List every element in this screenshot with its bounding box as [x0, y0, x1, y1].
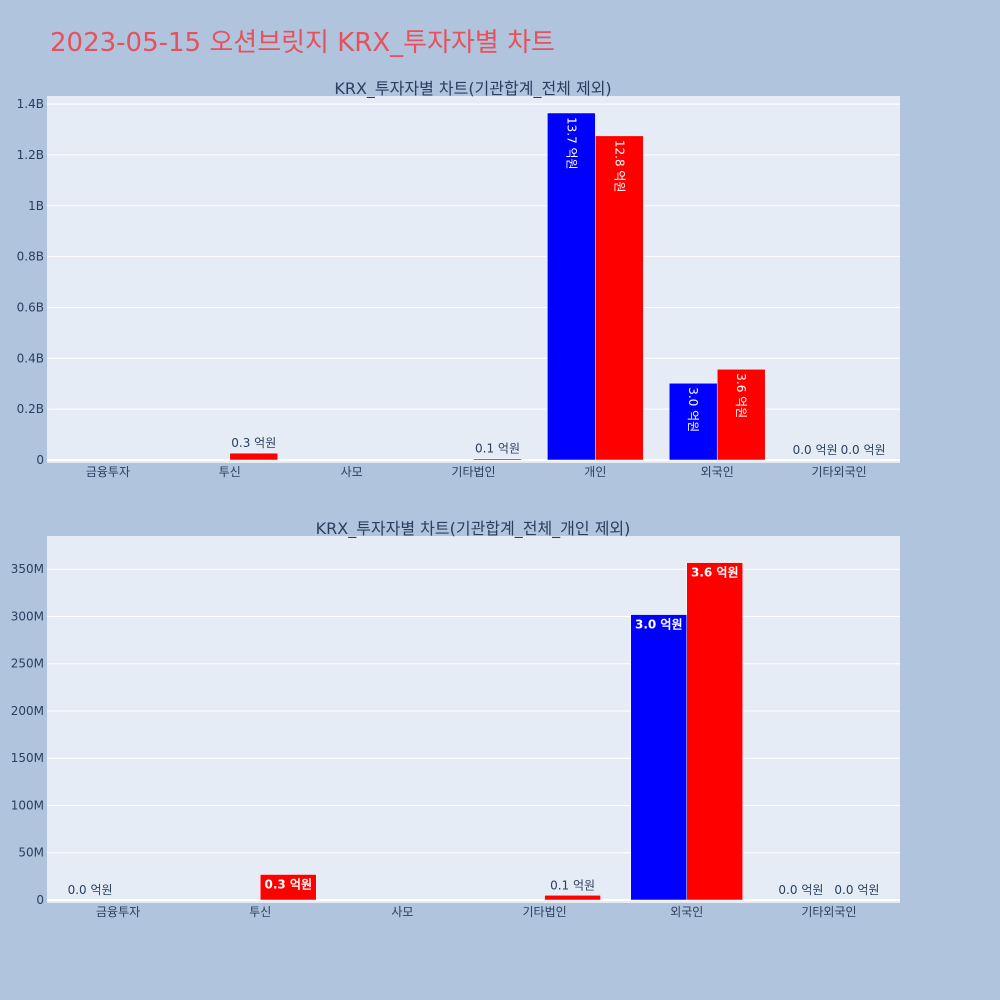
x-tick-label: 사모	[391, 905, 413, 919]
bar-value-label: 0.0 억원	[841, 443, 886, 457]
bar-value-label: 12.8 억원	[612, 140, 626, 193]
bar-value-label: 3.6 억원	[734, 373, 748, 418]
bar-value-label: 3.0 억원	[686, 387, 700, 432]
bar-value-label: 13.7 억원	[564, 117, 578, 170]
bar-value-label: 0.1 억원	[550, 878, 595, 892]
bar-red	[260, 874, 317, 901]
chart-title: KRX_투자자별 차트(기관합계_전체_개인 제외)	[316, 519, 631, 539]
page-title: 2023-05-15 오션브릿지 KRX_투자자별 차트	[50, 28, 555, 58]
y-tick-label: 1.4B	[17, 97, 44, 111]
bar-value-label: 0.3 억원	[264, 877, 312, 891]
bar-red	[716, 368, 766, 461]
plot-area	[47, 96, 900, 463]
bar-red	[229, 452, 279, 461]
bar-value-label: 0.1 억원	[475, 442, 520, 456]
plot-area	[47, 536, 900, 903]
y-tick-label: 0	[36, 453, 44, 467]
x-tick-label: 금융투자	[86, 465, 130, 479]
bar-red	[473, 458, 522, 461]
bar-value-label: 0.3 억원	[231, 436, 276, 450]
x-tick-label: 사모	[341, 465, 363, 479]
y-tick-label: 0	[36, 893, 44, 907]
y-tick-label: 350M	[11, 562, 44, 576]
x-tick-label: 외국인	[670, 905, 703, 919]
x-tick-label: 금융투자	[96, 905, 140, 919]
y-tick-label: 200M	[11, 704, 44, 718]
chart-institutional-individual-excluded: KRX_투자자별 차트(기관합계_전체_개인 제외) 0 50M 100M 150M 2…	[11, 519, 900, 919]
y-tick-label: 0.6B	[17, 300, 44, 314]
chart-title: KRX_투자자별 차트(기관합계_전체 제외)	[334, 79, 611, 99]
x-tick-label: 개인	[584, 465, 606, 479]
y-tick-label: 1.2B	[17, 148, 44, 162]
bar-value-label: 0.0 억원	[778, 883, 823, 897]
x-tick-label: 기타법인	[522, 905, 566, 919]
x-tick-label: 기타외국인	[801, 905, 856, 919]
x-tick-label: 투신	[219, 465, 241, 479]
bar-value-label: 0.0 억원	[834, 883, 879, 897]
bar-blue	[630, 614, 687, 901]
bar-red	[686, 562, 743, 901]
bar-value-label: 0.0 억원	[68, 883, 113, 897]
y-tick-label: 0.8B	[17, 250, 44, 264]
chart-institutional-excluded: KRX_투자자별 차트(기관합계_전체 제외) 0 0.2B 0.4B 0.6B 0.8…	[17, 79, 900, 479]
y-tick-label: 1B	[28, 199, 44, 213]
bar-red	[595, 135, 644, 461]
y-tick-label: 100M	[11, 798, 44, 812]
x-tick-label: 투신	[249, 905, 271, 919]
y-tick-label: 150M	[11, 751, 44, 765]
bar-red	[544, 895, 601, 901]
bar-value-label: 3.6 억원	[691, 566, 739, 580]
y-tick-label: 300M	[11, 609, 44, 623]
y-tick-label: 50M	[18, 846, 44, 860]
y-tick-label: 0.2B	[17, 402, 44, 416]
y-tick-label: 0.4B	[17, 351, 44, 365]
bar-blue	[668, 382, 718, 461]
x-tick-label: 기타외국인	[811, 465, 866, 479]
bar-blue	[547, 112, 596, 461]
x-tick-label: 외국인	[701, 465, 734, 479]
bar-value-label: 3.0 억원	[635, 618, 683, 632]
bar-value-label: 0.0 억원	[793, 443, 838, 457]
y-tick-label: 250M	[11, 657, 44, 671]
x-tick-label: 기타법인	[451, 465, 495, 479]
